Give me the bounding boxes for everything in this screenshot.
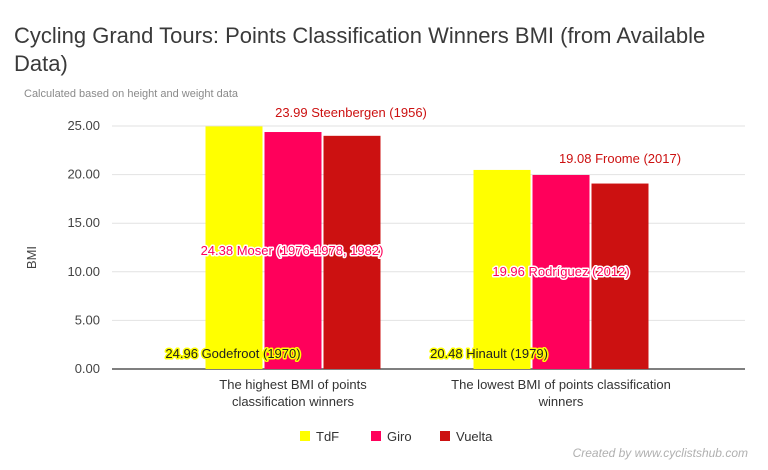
bar-tdf-2	[473, 169, 531, 369]
y-tick-label: 10.00	[67, 264, 100, 279]
legend-label: Vuelta	[456, 429, 493, 444]
bar-vuelta-2	[591, 183, 649, 369]
legend-label: TdF	[316, 429, 339, 444]
legend-swatch	[371, 431, 381, 441]
data-label: 20.48 Hinault (1979)	[430, 346, 548, 361]
credit-text: Created by www.cyclistshub.com	[572, 446, 748, 460]
data-label: 23.99 Steenbergen (1956)	[275, 105, 427, 120]
legend-swatch	[440, 431, 450, 441]
bar-tdf-1	[205, 126, 263, 370]
y-tick-label: 5.00	[75, 312, 100, 327]
data-label: 24.38 Moser (1976-1978, 1982)	[201, 243, 384, 258]
y-tick-label: 0.00	[75, 361, 100, 376]
data-label: 24.96 Godefroot (1970)	[165, 346, 300, 361]
legend-label: Giro	[387, 429, 412, 444]
bar-vuelta-1	[323, 135, 381, 369]
category-label: winners	[538, 394, 584, 409]
bar-giro-1	[264, 132, 322, 369]
y-axis-label: BMI	[24, 246, 39, 269]
data-label: 19.08 Froome (2017)	[559, 151, 681, 166]
chart-title: Cycling Grand Tours: Points Classificati…	[14, 23, 706, 76]
y-tick-label: 15.00	[67, 215, 100, 230]
category-label: classification winners	[232, 394, 355, 409]
y-tick-label: 20.00	[67, 167, 100, 182]
bar-giro-2	[532, 174, 590, 369]
category-label: The highest BMI of points	[219, 377, 367, 392]
chart-subtitle: Calculated based on height and weight da…	[24, 88, 239, 100]
y-tick-label: 25.00	[67, 118, 100, 133]
category-label: The lowest BMI of points classification	[451, 377, 671, 392]
legend-swatch	[300, 431, 310, 441]
data-label: 19.96 Rodríguez (2012)	[492, 264, 629, 279]
